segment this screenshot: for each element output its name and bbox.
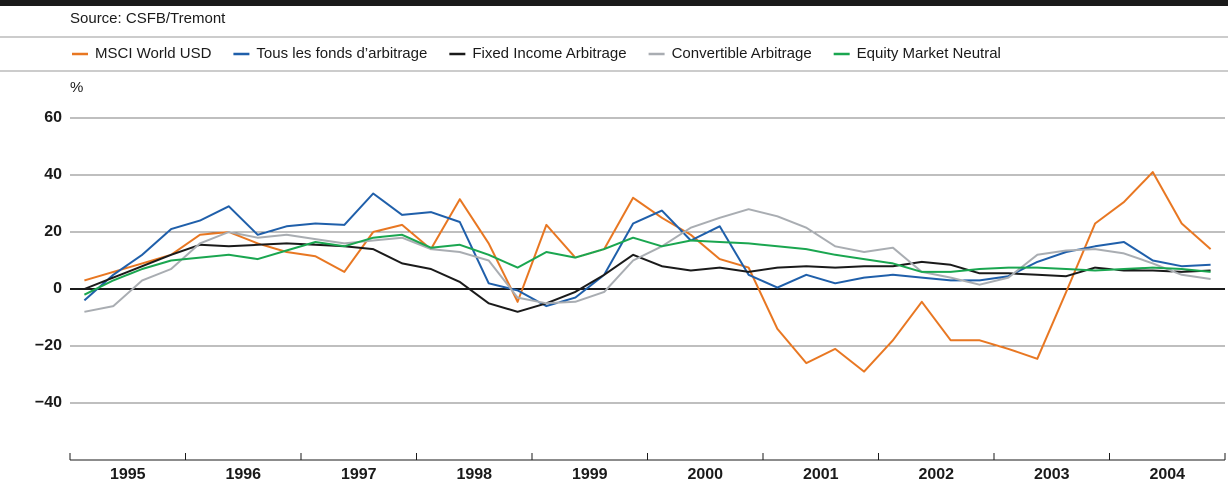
x-tick-label: 1997 xyxy=(341,466,377,483)
x-tick-label: 2002 xyxy=(918,466,954,483)
series-line xyxy=(83,192,1211,308)
series-line xyxy=(84,171,1212,373)
x-tick-label: 2004 xyxy=(1149,466,1185,483)
source: Source: CSFB/Tremont xyxy=(70,10,226,27)
legend-label: MSCI World USD xyxy=(95,45,212,62)
series-line xyxy=(83,233,1211,296)
legend-label: Fixed Income Arbitrage xyxy=(472,45,626,62)
y-tick-label: −40 xyxy=(35,394,62,411)
series-line xyxy=(84,242,1211,313)
x-tick-label: 1998 xyxy=(456,466,492,483)
y-tick-label: −20 xyxy=(35,337,62,354)
y-tick-label: 0 xyxy=(53,280,62,297)
legend-label: Tous les fonds d’arbitrage xyxy=(256,45,427,62)
series-line xyxy=(84,208,1211,313)
legend-label: Equity Market Neutral xyxy=(857,45,1001,62)
x-tick-label: 1999 xyxy=(572,466,608,483)
x-tick-label: 1995 xyxy=(110,466,146,483)
y-axis-label: % xyxy=(70,79,83,96)
y-tick-label: 60 xyxy=(44,109,62,126)
x-tick-label: 1996 xyxy=(225,466,261,483)
legend-label: Convertible Arbitrage xyxy=(672,45,812,62)
x-tick-label: 2001 xyxy=(803,466,839,483)
top-bar xyxy=(0,0,1228,6)
x-tick-label: 2003 xyxy=(1034,466,1070,483)
y-tick-label: 20 xyxy=(44,223,62,240)
y-tick-label: 40 xyxy=(44,166,62,183)
x-tick-label: 2000 xyxy=(687,466,723,483)
